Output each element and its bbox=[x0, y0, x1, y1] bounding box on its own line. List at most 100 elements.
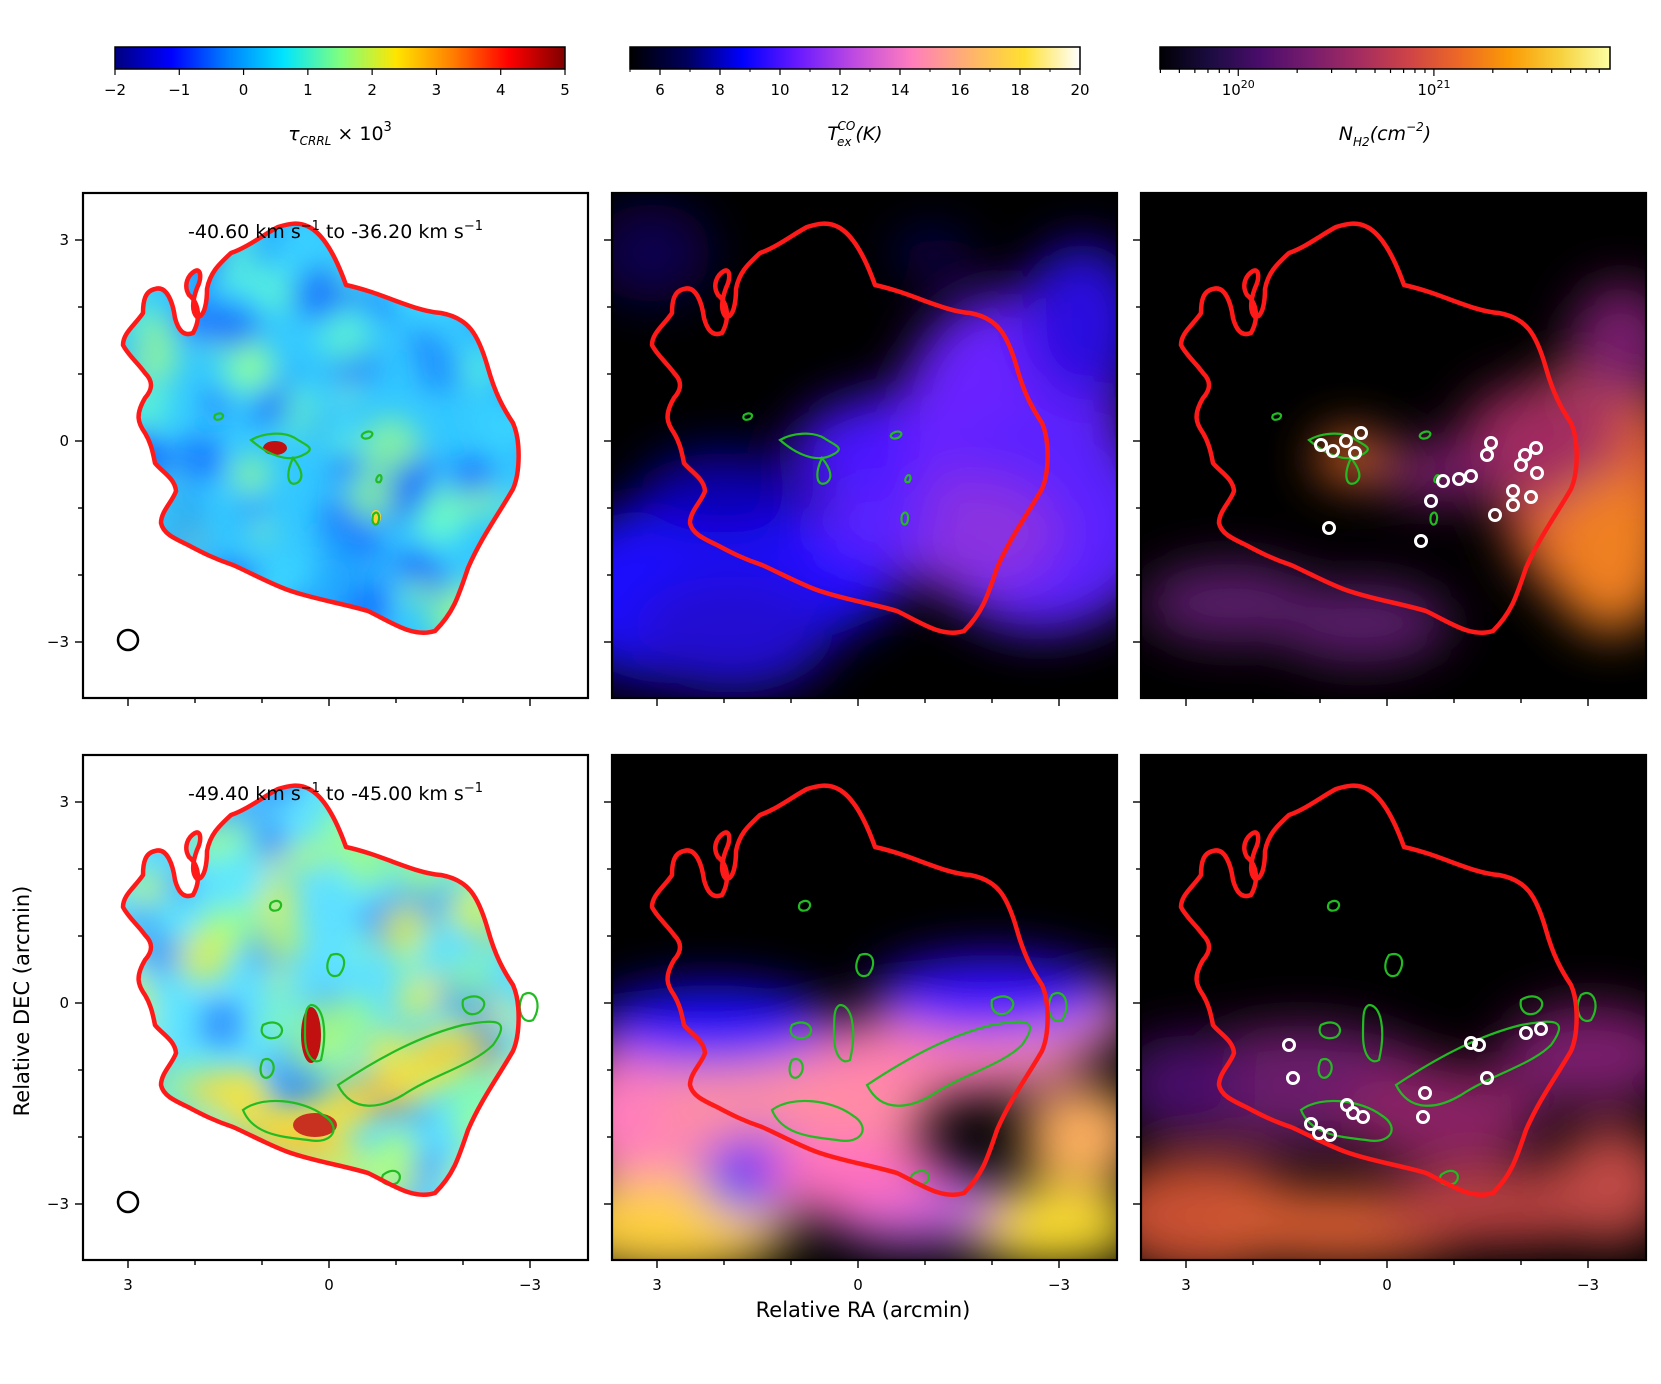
crrl-blob bbox=[203, 387, 233, 416]
colorbar-tick-label: 2 bbox=[367, 81, 377, 99]
source-marker bbox=[1464, 1036, 1478, 1050]
nh2-blob bbox=[1381, 443, 1501, 503]
region-outline bbox=[649, 221, 1050, 635]
source-marker bbox=[1480, 448, 1494, 462]
contour-line bbox=[213, 412, 225, 421]
contour-line bbox=[1345, 455, 1361, 485]
contour-line bbox=[249, 432, 311, 460]
crrl-blob bbox=[467, 485, 499, 518]
contour-line bbox=[461, 995, 486, 1016]
source-marker bbox=[1348, 446, 1362, 460]
x-tick-label: −3 bbox=[1048, 1276, 1070, 1294]
crrl-blob bbox=[339, 383, 359, 403]
nh2-blob bbox=[1341, 1065, 1541, 1165]
colorbar-tick-label: 1021 bbox=[1417, 78, 1450, 99]
contour-line bbox=[260, 1021, 284, 1040]
contour-line bbox=[1271, 412, 1283, 421]
contour-line bbox=[375, 474, 383, 484]
colorbar-tick-label: 0 bbox=[239, 81, 249, 99]
source-marker bbox=[1436, 474, 1450, 488]
crrl-blob bbox=[394, 543, 437, 587]
panel-frame bbox=[81, 191, 590, 700]
panel-r2-c3: 3 0 −3 bbox=[1133, 753, 1648, 1294]
crrl-blob bbox=[335, 941, 359, 964]
source-marker bbox=[1534, 1022, 1548, 1036]
panel-content bbox=[612, 755, 1117, 1260]
crrl-blob bbox=[195, 999, 245, 1049]
source-marker bbox=[1452, 472, 1466, 486]
beam-marker bbox=[116, 1190, 140, 1214]
crrl-blob bbox=[251, 823, 289, 862]
contour-line bbox=[1361, 1003, 1384, 1063]
source-markers bbox=[1314, 426, 1544, 548]
colorbar-nh2-label: NH2(cm−2) bbox=[1339, 120, 1431, 149]
contour-line bbox=[789, 1021, 813, 1040]
crrl-blob bbox=[209, 301, 260, 352]
crrl-blob bbox=[246, 240, 276, 271]
region-outline bbox=[1178, 783, 1579, 1197]
crrl-blob bbox=[328, 867, 354, 893]
region-outline bbox=[120, 783, 521, 1197]
contours bbox=[241, 899, 539, 1186]
y-tick-label: −3 bbox=[47, 633, 69, 651]
contours bbox=[742, 412, 912, 526]
contour-line bbox=[1418, 430, 1432, 440]
crrl-blob bbox=[489, 408, 519, 452]
panel-title: -49.40 km s−1 to -45.00 km s−1 bbox=[188, 781, 483, 805]
panel-frame bbox=[610, 191, 1119, 700]
source-marker bbox=[1416, 1110, 1430, 1124]
crrl-blob bbox=[471, 407, 497, 433]
tex-blob bbox=[1022, 243, 1117, 403]
crrl-blob bbox=[292, 838, 326, 873]
panels: -40.60 km s−1 to -36.20 km s−130−3-49.40… bbox=[47, 191, 1648, 1294]
crrl-blob bbox=[176, 930, 231, 985]
contour-line bbox=[371, 511, 381, 526]
colorbar-tex-ticks: 6 8 10 12 14 16 18 20 bbox=[629, 69, 1090, 99]
panel-content bbox=[1141, 193, 1646, 698]
crrl-blob bbox=[394, 980, 434, 1020]
colorbar-tick-label: 5 bbox=[560, 81, 570, 99]
crrl-blob bbox=[409, 329, 437, 356]
contour-line bbox=[1519, 995, 1544, 1016]
source-marker bbox=[1529, 441, 1543, 455]
contour-line bbox=[303, 1003, 326, 1063]
x-axis-title: Relative RA (arcmin) bbox=[756, 1298, 971, 1322]
tex-blob bbox=[812, 483, 932, 563]
source-marker bbox=[1314, 438, 1328, 452]
nh2-blob bbox=[1501, 1005, 1646, 1105]
x-tick-label: 3 bbox=[123, 1276, 133, 1294]
crrl-blob bbox=[414, 932, 460, 978]
colorbar-tick-label: 14 bbox=[890, 81, 909, 99]
source-marker bbox=[1414, 534, 1428, 548]
crrl-blob bbox=[279, 223, 338, 261]
crrl-peak bbox=[263, 441, 287, 455]
panel-content bbox=[1141, 755, 1646, 1260]
contour-line bbox=[742, 412, 754, 421]
y-axis-title: Relative DEC (arcmin) bbox=[10, 886, 34, 1117]
panel-frame bbox=[81, 753, 590, 1262]
contour-line bbox=[770, 1099, 864, 1142]
colorbar-tau-ticks: −2 −1 0 1 2 3 4 5 bbox=[104, 69, 570, 99]
crrl-blob bbox=[234, 492, 270, 527]
contour-line bbox=[1326, 899, 1341, 912]
nh2-blob bbox=[1141, 1035, 1241, 1135]
y-tick-label: 3 bbox=[59, 793, 69, 811]
colorbar-tick-label: 16 bbox=[950, 81, 969, 99]
panel-r1-c2 bbox=[604, 191, 1119, 706]
tex-blob bbox=[612, 985, 832, 1065]
source-marker bbox=[1326, 444, 1340, 458]
crrl-blob bbox=[178, 448, 198, 468]
x-tick-label: 0 bbox=[324, 1276, 334, 1294]
crrl-blob bbox=[328, 451, 362, 484]
contour-line bbox=[855, 952, 875, 978]
tex-blob bbox=[892, 233, 972, 273]
colorbar-tick-label: 10 bbox=[770, 81, 789, 99]
colorbar-tick-label: −2 bbox=[104, 81, 126, 99]
panel-frame bbox=[610, 753, 1119, 1262]
x-tick-label: 3 bbox=[652, 1276, 662, 1294]
beam-marker bbox=[116, 628, 140, 652]
crrl-blob bbox=[215, 886, 241, 912]
contour-line bbox=[336, 1020, 503, 1107]
nh2-map bbox=[1141, 1005, 1646, 1260]
crrl-blob bbox=[360, 417, 421, 478]
